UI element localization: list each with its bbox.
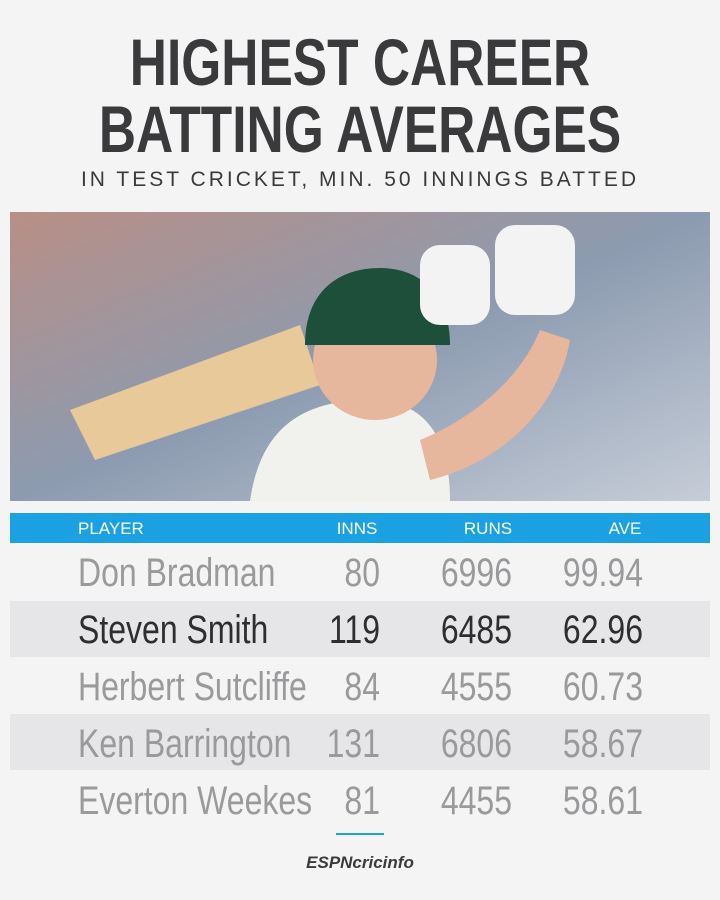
divider — [336, 833, 384, 835]
column-header: PLAYER — [78, 519, 144, 538]
table-cell: 4455 — [441, 778, 512, 823]
table-cell: 62.96 — [563, 607, 643, 652]
table-cell: 4555 — [441, 664, 512, 709]
title-line: HIGHEST CAREER — [130, 25, 590, 100]
table-cell: 84 — [344, 664, 380, 709]
table-cell: 6996 — [441, 550, 512, 595]
table-cell: Herbert Sutcliffe — [78, 664, 307, 709]
table-cell: Ken Barrington — [78, 721, 291, 766]
table-cell: Everton Weekes — [78, 778, 312, 823]
row-stripe — [10, 601, 710, 657]
table-cell: 6806 — [441, 721, 512, 766]
table-cell: 99.94 — [563, 550, 643, 595]
column-header: RUNS — [464, 519, 512, 538]
table-cell: Don Bradman — [78, 550, 275, 595]
table-cell: Steven Smith — [78, 607, 268, 652]
column-header: AVE — [609, 519, 642, 538]
photo — [10, 212, 710, 501]
column-header: INNS — [337, 519, 378, 538]
table-cell: 81 — [344, 778, 380, 823]
brand-logo: ESPNcricinfo — [306, 853, 414, 872]
table-cell: 58.61 — [563, 778, 643, 823]
table-cell: 58.67 — [563, 721, 643, 766]
table-cell: 131 — [327, 721, 380, 766]
title-line: BATTING AVERAGES — [99, 92, 621, 167]
row-stripe — [10, 714, 710, 770]
table-header-bar — [10, 513, 710, 543]
subtitle: IN TEST CRICKET, MIN. 50 INNINGS BATTED — [81, 168, 639, 191]
table-cell: 6485 — [441, 607, 512, 652]
table-cell: 60.73 — [563, 664, 643, 709]
table-cell: 80 — [344, 550, 380, 595]
table-cell: 119 — [329, 607, 380, 652]
